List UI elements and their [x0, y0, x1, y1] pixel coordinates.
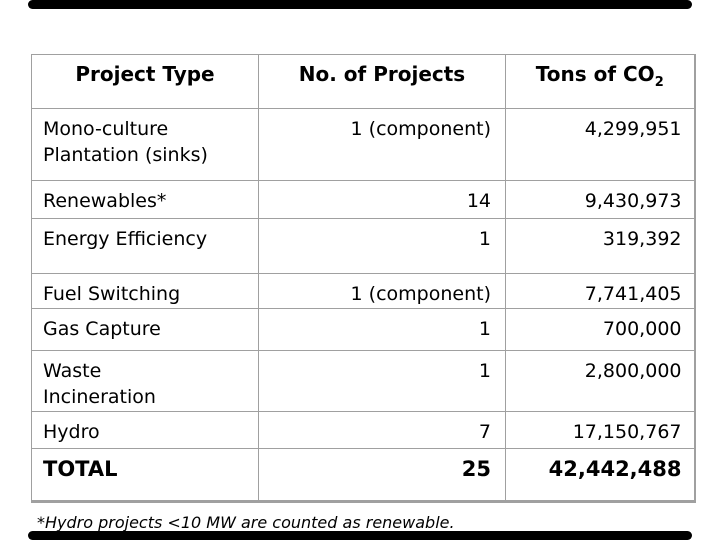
column-header-tons-of-co2: Tons of CO2	[505, 54, 696, 109]
cell-num-projects: 1	[258, 218, 506, 274]
column-header-project-type: Project Type	[31, 54, 259, 109]
cell-tons-co2: 319,392	[505, 218, 696, 274]
table-row: Gas Capture 1 700,000	[31, 308, 696, 351]
cell-project-type: Fuel Switching	[31, 273, 259, 309]
footnote: *Hydro projects <10 MW are counted as re…	[37, 513, 455, 532]
cell-tons-co2: 2,800,000	[505, 350, 696, 412]
cell-project-type: Waste Incineration	[31, 350, 259, 412]
bottom-decoration-bar	[28, 531, 692, 540]
table-row: Hydro 7 17,150,767	[31, 411, 696, 449]
table-row: Fuel Switching 1 (component) 7,741,405	[31, 273, 696, 309]
table-row: Waste Incineration 1 2,800,000	[31, 350, 696, 412]
table-row: Mono-culture Plantation (sinks) 1 (compo…	[31, 108, 696, 181]
projects-co2-table: Project Type No. of Projects Tons of CO2…	[31, 54, 696, 503]
cell-num-projects: 1	[258, 308, 506, 351]
cell-num-projects: 25	[258, 448, 506, 503]
cell-tons-co2: 700,000	[505, 308, 696, 351]
table-row: Energy Efficiency 1 319,392	[31, 218, 696, 274]
co2-subscript: 2	[654, 75, 664, 90]
table-body: Mono-culture Plantation (sinks) 1 (compo…	[31, 108, 696, 503]
column-header-no-of-projects: No. of Projects	[258, 54, 506, 109]
cell-project-type: Gas Capture	[31, 308, 259, 351]
cell-project-type: Energy Efficiency	[31, 218, 259, 274]
cell-project-type: Mono-culture Plantation (sinks)	[31, 108, 259, 181]
table-header-row: Project Type No. of Projects Tons of CO2	[31, 54, 696, 109]
cell-tons-co2: 4,299,951	[505, 108, 696, 181]
cell-tons-co2: 17,150,767	[505, 411, 696, 449]
cell-num-projects: 7	[258, 411, 506, 449]
cell-project-type: TOTAL	[31, 448, 259, 503]
table-row: Renewables* 14 9,430,973	[31, 180, 696, 219]
cell-project-type: Hydro	[31, 411, 259, 449]
cell-num-projects: 1	[258, 350, 506, 412]
table-row: TOTAL 25 42,442,488	[31, 448, 696, 503]
cell-num-projects: 1 (component)	[258, 108, 506, 181]
cell-tons-co2: 7,741,405	[505, 273, 696, 309]
tons-co2-label: Tons of CO	[535, 62, 655, 86]
cell-tons-co2: 42,442,488	[505, 448, 696, 503]
cell-tons-co2: 9,430,973	[505, 180, 696, 219]
cell-num-projects: 1 (component)	[258, 273, 506, 309]
cell-project-type: Renewables*	[31, 180, 259, 219]
top-decoration-bar	[28, 0, 692, 9]
cell-num-projects: 14	[258, 180, 506, 219]
